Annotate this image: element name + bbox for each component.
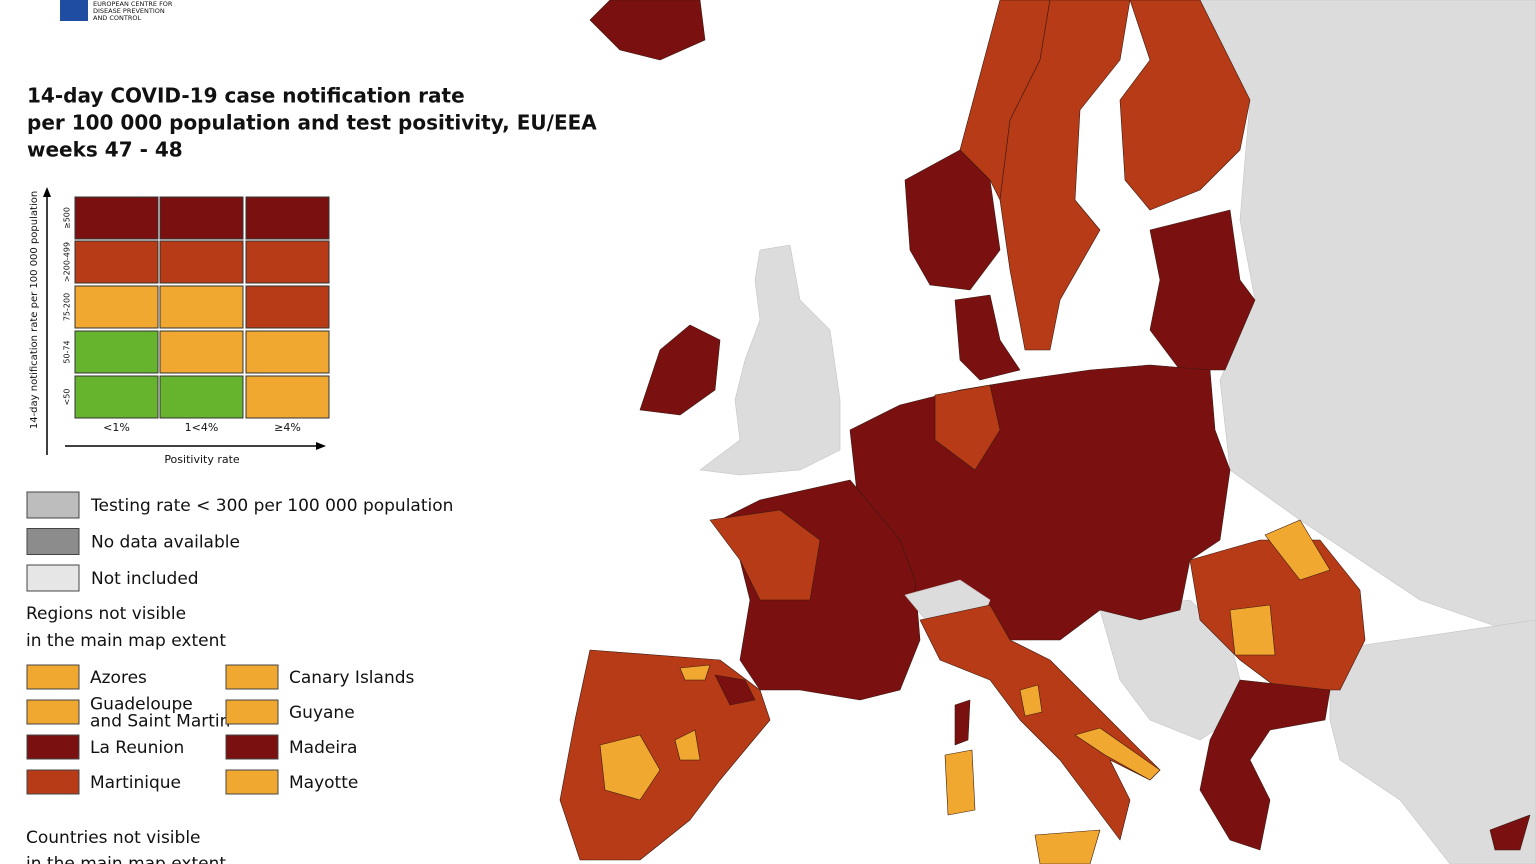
region-label: Martinique <box>90 773 181 793</box>
legend-swatch <box>26 491 80 519</box>
uk <box>699 244 841 476</box>
legend: Testing rate < 300 per 100 000 populatio… <box>26 491 453 592</box>
title: weeks 47 - 48 <box>27 138 183 162</box>
iceland <box>589 0 706 61</box>
legend-swatch <box>26 528 80 555</box>
org-name: DISEASE PREVENTION <box>93 7 165 15</box>
cyprus <box>1489 814 1531 851</box>
legend-label: Not included <box>91 569 199 589</box>
germany-nw <box>934 384 1001 471</box>
title: per 100 000 population and test positivi… <box>27 111 597 135</box>
col-label: <1% <box>103 421 130 434</box>
org-name: EUROPEAN CENTRE FOR <box>93 0 173 8</box>
arrow-head <box>316 442 326 450</box>
region-swatch <box>26 734 80 760</box>
matrix-cell <box>245 375 330 419</box>
sweden <box>999 0 1131 351</box>
region-label: Madeira <box>289 738 357 758</box>
region-swatch <box>225 699 279 725</box>
arrow-head <box>43 187 51 197</box>
turkey <box>1329 619 1536 864</box>
sardinia <box>944 749 976 816</box>
row-label: ≥500 <box>63 207 72 229</box>
region-swatch <box>26 664 80 690</box>
legend-label: Testing rate < 300 per 100 000 populatio… <box>90 496 453 516</box>
countries-title: Countries not visible <box>26 828 201 848</box>
matrix-cell <box>245 240 330 284</box>
romania-yellow-2 <box>1229 604 1276 656</box>
countries-title: in the main map extent <box>26 854 226 864</box>
matrix-cell <box>74 240 159 284</box>
bulgaria-greece <box>1199 679 1331 851</box>
spain-yellow-2 <box>674 729 701 761</box>
row-label: <50 <box>63 389 72 406</box>
region-label: La Reunion <box>90 738 184 758</box>
italy <box>919 604 1161 841</box>
region-swatch <box>26 699 80 725</box>
matrix-cell <box>159 240 244 284</box>
ireland <box>639 324 721 416</box>
region-swatch <box>26 769 80 795</box>
row-label: >200-499 <box>63 242 72 282</box>
spain-yellow-3 <box>679 664 711 681</box>
region-label: and Saint Martin <box>90 712 230 732</box>
region-swatch <box>225 734 279 760</box>
eu-flag <box>60 0 88 21</box>
x-axis-label: Positivity rate <box>164 453 240 466</box>
matrix-cell <box>74 375 159 419</box>
region-label: Guadeloupe <box>90 695 193 715</box>
matrix-cell <box>245 196 330 240</box>
legend-label: No data available <box>91 533 240 553</box>
title: 14-day COVID-19 case notification rate <box>27 84 465 108</box>
row-label: 50-74 <box>63 340 72 363</box>
region-label: Canary Islands <box>289 668 415 688</box>
france-west <box>709 509 821 601</box>
non-eu-east <box>1194 0 1536 641</box>
denmark <box>954 294 1021 381</box>
iberia <box>559 649 771 861</box>
region-swatch <box>225 664 279 690</box>
corsica <box>954 699 971 746</box>
matrix-cell <box>74 285 159 329</box>
matrix-cell <box>74 330 159 374</box>
region-label: Guyane <box>289 703 355 723</box>
region-swatch <box>225 769 279 795</box>
matrix-cell <box>245 285 330 329</box>
matrix: 14-day notification rate per 100 000 pop… <box>29 187 330 466</box>
regions-title: in the main map extent <box>26 631 226 651</box>
romania-yellow-1 <box>1264 519 1331 581</box>
sicily <box>1034 829 1101 864</box>
matrix-cell <box>74 196 159 240</box>
spain-yellow-1 <box>599 734 661 801</box>
col-label: 1<4% <box>185 421 219 434</box>
logo: EUROPEAN CENTRE FOR DISEASE PREVENTION A… <box>60 0 173 22</box>
matrix-cell <box>159 330 244 374</box>
org-name: AND CONTROL <box>93 14 142 22</box>
finland <box>1119 0 1251 211</box>
matrix-cell <box>245 330 330 374</box>
matrix-cell <box>159 196 244 240</box>
region-label: Azores <box>90 668 147 688</box>
baltics <box>1149 209 1256 371</box>
y-axis-label: 14-day notification rate per 100 000 pop… <box>29 191 40 429</box>
matrix-cell <box>159 375 244 419</box>
map <box>559 0 1536 864</box>
legend-swatch <box>26 564 80 592</box>
col-label: ≥4% <box>274 421 301 434</box>
italy-yellow <box>1019 684 1043 717</box>
matrix-cell <box>159 285 244 329</box>
basque <box>714 674 756 706</box>
regions-title: Regions not visible <box>26 604 186 624</box>
row-label: 75-200 <box>63 293 72 321</box>
apulia <box>1074 727 1161 781</box>
region-label: Mayotte <box>289 773 358 793</box>
